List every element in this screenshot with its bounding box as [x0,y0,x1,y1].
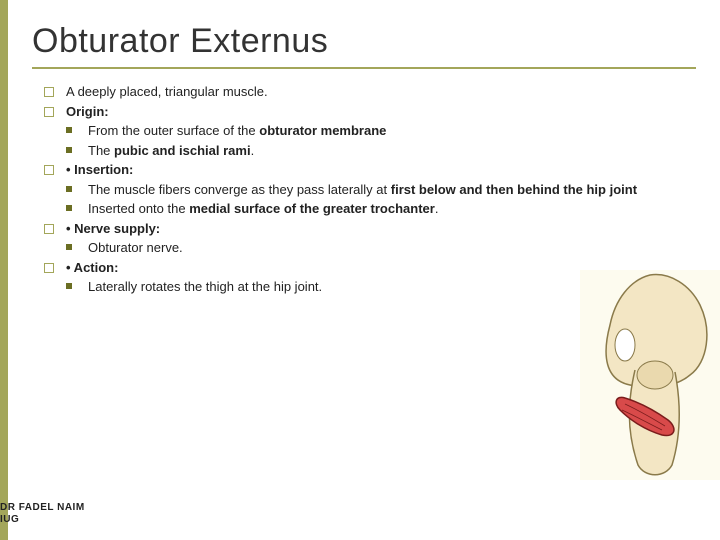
bullet-level-1: • Insertion: [44,161,720,179]
accent-bar [0,0,8,540]
bullet-level-1: • Nerve supply: [44,220,720,238]
bullet-level-2: The muscle fibers converge as they pass … [66,181,720,199]
page-title: Obturator Externus [0,0,720,67]
bullet-level-2: From the outer surface of the obturator … [66,122,720,140]
bullet-level-2: Obturator nerve. [66,239,720,257]
anatomy-illustration [580,270,720,480]
footer-credit: DR FADEL NAIM IUG [0,502,85,526]
bullet-level-2: The pubic and ischial rami. [66,142,720,160]
bullet-level-1: Origin: [44,103,720,121]
title-rule [32,67,696,69]
footer-line-1: DR FADEL NAIM [0,502,85,514]
content-body: A deeply placed, triangular muscle. Origi… [0,83,720,296]
footer-line-2: IUG [0,514,85,526]
bullet-level-1: A deeply placed, triangular muscle. [44,83,720,101]
bullet-level-2: Inserted onto the medial surface of the … [66,200,720,218]
